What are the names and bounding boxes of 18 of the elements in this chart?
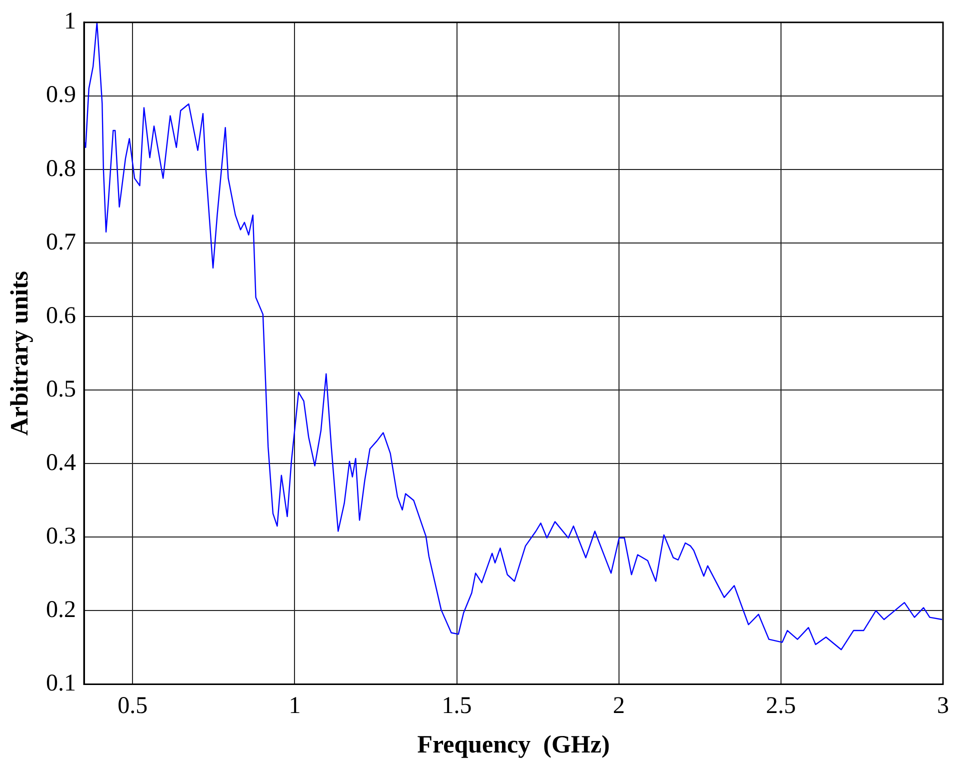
y-tick-label: 0.3: [46, 523, 76, 550]
x-tick-label: 2.5: [766, 692, 796, 719]
x-tick-label: 2: [612, 692, 625, 719]
y-tick-label: 0.1: [46, 670, 76, 696]
y-tick-label: 0.2: [46, 596, 76, 623]
x-axis-title: Frequency (GHz): [417, 731, 610, 758]
x-tick-label: 0.5: [118, 692, 148, 719]
x-tick-label: 3: [937, 692, 949, 719]
y-tick-label: 0.7: [46, 229, 76, 256]
y-tick-label: 1: [64, 8, 76, 35]
y-tick-label: 0.5: [46, 376, 76, 402]
y-tick-label: 0.9: [46, 82, 76, 108]
y-tick-label: 0.8: [46, 156, 76, 182]
y-tick-label: 0.6: [46, 302, 76, 329]
x-tick-label: 1: [288, 692, 301, 719]
y-tick-label: 0.4: [46, 450, 76, 476]
x-tick-label: 1.5: [442, 692, 472, 719]
y-axis-title: Arbitrary units: [6, 270, 34, 436]
